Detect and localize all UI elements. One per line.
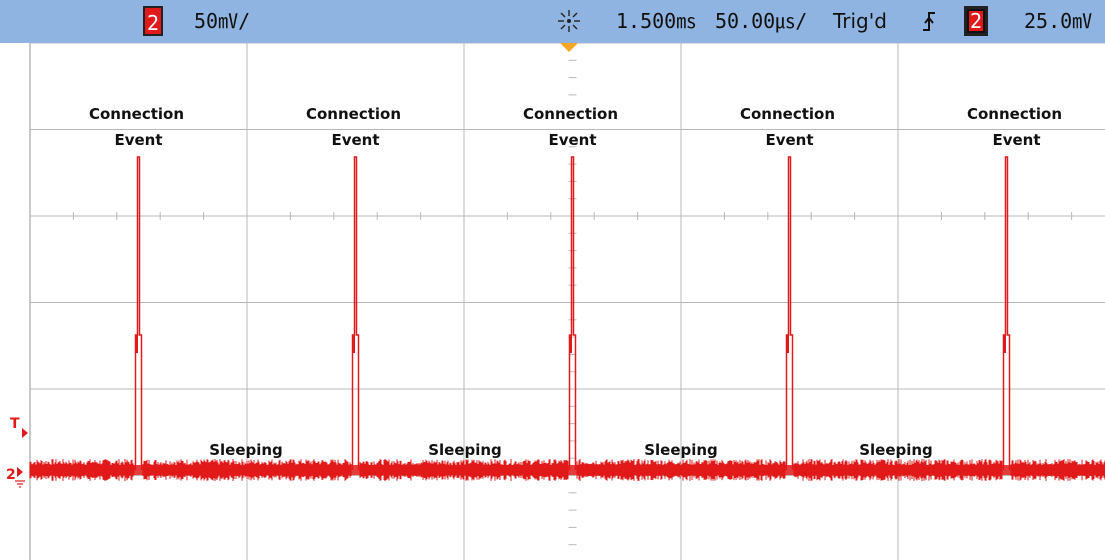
annotations: Connection Event Connection Event Connection… [89,105,1062,459]
channel-ground-marker[interactable]: 2 [6,467,16,483]
spike-plateau [353,335,355,353]
connection-event-spike [785,156,794,470]
connection-label: Connection [89,105,184,123]
spike-plateau [136,335,138,353]
scope-graticule: Connection Event Connection Event Connection… [6,43,1105,560]
spike-outline [785,156,794,470]
status-bar: 2 50㎷/ 1.500㎳ 50.00㎲/ Trig'd 2 25.0㎷ [0,0,1105,43]
channel-badge-left-label: 2 [146,11,160,35]
connection-event-spike [1002,156,1011,470]
spike-plateau [787,335,789,353]
spike-outline [351,156,360,470]
sleeping-label: Sleeping [209,441,283,459]
spike-plateau [570,335,572,353]
signal-trace [29,156,1105,481]
sleeping-label: Sleeping [428,441,502,459]
event-label: Event [331,131,379,149]
volts-per-div[interactable]: 50㎷/ [194,9,251,33]
event-label: Event [765,131,813,149]
channel-arrow-icon [17,467,23,477]
baseline-band [30,465,1105,475]
trigger-position-marker[interactable] [560,43,578,52]
connection-label: Connection [306,105,401,123]
spike-plateau [1004,335,1006,353]
trigger-level-marker[interactable]: T [10,416,20,432]
time-offset[interactable]: 1.500㎳ [616,9,697,33]
spike-outline [134,156,143,470]
sleeping-label: Sleeping [859,441,933,459]
trigger-status: Trig'd [833,9,887,33]
channel-badge-left[interactable]: 2 [143,6,163,36]
channel-badge-right-label: 2 [969,9,983,33]
trigger-level[interactable]: 25.0㎷ [1024,9,1093,33]
connection-event-spike [351,156,360,470]
connection-event-spike [134,156,143,470]
ground-icon [15,480,25,488]
event-label: Event [992,131,1040,149]
event-label: Event [114,131,162,149]
connection-label: Connection [740,105,835,123]
run-starburst-icon [558,10,580,32]
spike-outline [568,156,577,470]
sleeping-label: Sleeping [644,441,718,459]
connection-event-spike [568,156,577,470]
connection-label: Connection [523,105,618,123]
event-label: Event [548,131,596,149]
connection-label: Connection [967,105,1062,123]
channel-badge-right[interactable]: 2 [964,6,988,36]
rising-edge-icon[interactable] [920,0,938,43]
spike-outline [1002,156,1011,470]
trigger-level-arrow-icon [22,428,28,438]
time-per-div[interactable]: 50.00㎲/ [715,9,808,33]
